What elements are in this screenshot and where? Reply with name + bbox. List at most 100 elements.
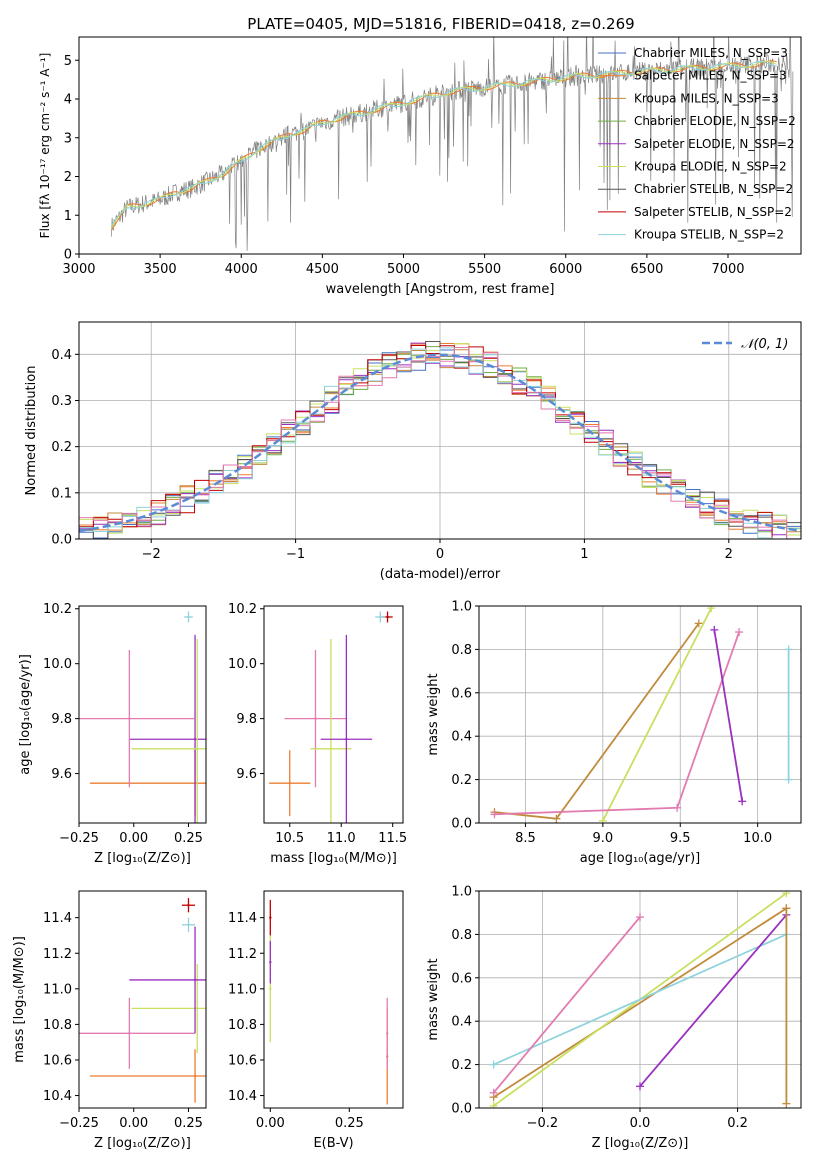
x-axis-label: Z [log₁₀(Z/Z⊙)] (94, 851, 191, 866)
y-tick-label: 2 (64, 170, 72, 185)
y-axis-label: mass weight (426, 958, 441, 1040)
x-tick-label: 1 (580, 547, 588, 562)
y-tick-label: 0.3 (51, 394, 72, 409)
data-point (314, 717, 317, 720)
legend-label: Kroupa ELODIE, N_SSP=2 (634, 160, 787, 174)
y-tick-label: 10.2 (43, 602, 72, 617)
y-tick-label: 11.4 (43, 911, 72, 926)
x-tick-label: 6000 (549, 262, 582, 277)
panel-age_vs_Z: −0.25 0.00 0.25 9.6 9.8 10.0 10.2 Z [log₁₀(Z/Z⊙… (18, 602, 207, 866)
x-tick-label: 10.0 (743, 831, 772, 846)
x-tick-label: 7000 (711, 262, 744, 277)
histograms (79, 341, 801, 539)
y-tick-label: 10.8 (43, 1018, 72, 1033)
y-tick-label: 10.8 (228, 1018, 257, 1033)
y-tick-label: 0.0 (451, 817, 472, 832)
y-tick-label: 0.6 (451, 686, 472, 701)
data-point (193, 1074, 197, 1078)
x-tick-label: −0.25 (59, 831, 99, 846)
panel-residuals: −2 −1 0 1 2 0.0 0.1 0.2 0.3 0.4 (data-model)/error… (24, 321, 802, 582)
x-tick-label: 10.5 (275, 831, 304, 846)
x-tick-label: −1 (286, 547, 305, 562)
spectrum-traces (110, 37, 794, 251)
x-axis-label: mass [log₁₀(M/M⊙)] (270, 851, 397, 866)
y-tick-label: 9.8 (51, 712, 72, 727)
x-axis-label: wavelength [Angstrom, rest frame] (326, 282, 555, 297)
legend-label: Kroupa MILES, N_SSP=3 (634, 91, 779, 105)
y-tick-label: 1.0 (451, 885, 472, 900)
y-tick-label: 0.2 (51, 440, 72, 455)
legend-label: 𝒩(0, 1) (741, 337, 788, 352)
y-tick-label: 10.6 (43, 1053, 72, 1068)
x-tick-label: 0.25 (174, 831, 203, 846)
plot-frame (78, 36, 802, 255)
data-point (288, 781, 291, 785)
y-tick-label: 0.8 (451, 643, 472, 658)
weight-lines (490, 606, 793, 823)
y-tick-label: 3 (64, 131, 72, 146)
y-tick-label: 0.4 (451, 1015, 472, 1030)
y-axis-label: Normed distribution (24, 366, 39, 496)
x-tick-label: 6500 (630, 262, 663, 277)
x-tick-label: 3500 (144, 262, 177, 277)
x-tick-label: 4000 (225, 262, 258, 277)
weight-line (713, 629, 744, 802)
legend-label: Salpeter ELODIE, N_SSP=2 (634, 137, 795, 151)
plot-frame (78, 890, 207, 1109)
x-axis-label: age [log₁₀(age/yr)] (580, 851, 701, 866)
errorbars (269, 611, 393, 823)
y-tick-label: 9.6 (51, 767, 72, 782)
y-tick-label: 0.8 (451, 928, 472, 943)
legend-label: Chabrier STELIB, N_SSP=2 (634, 182, 793, 196)
panel-mass_vs_ebv: 0.00 0.25 10.4 10.6 10.8 11.0 11.2 11.4 E(B-V) (228, 890, 404, 1151)
data-point (187, 615, 190, 619)
y-tick-label: 1 (64, 209, 72, 224)
data-point (128, 717, 131, 720)
data-point (269, 960, 272, 964)
y-axis-label: Flux [fλ 10⁻¹⁷ erg cm⁻² s⁻¹ A⁻¹] (38, 53, 52, 239)
weight-line (601, 607, 713, 822)
y-tick-label: 11.0 (43, 982, 72, 997)
legend-label: Chabrier ELODIE, N_SSP=2 (634, 114, 796, 128)
panel-age_vs_mass: 10.5 11.0 11.5 9.6 9.8 10.0 10.2 mass [log₁₀(M/… (228, 602, 407, 866)
y-tick-label: 0.2 (451, 1058, 472, 1073)
x-tick-label: 2 (725, 547, 733, 562)
weight-line (493, 907, 787, 1098)
plot-frame (263, 890, 404, 1109)
model-line (110, 60, 777, 226)
data-point (269, 916, 272, 919)
y-tick-label: 0.0 (451, 1102, 472, 1117)
plot-frame (78, 321, 802, 540)
y-tick-label: 0.1 (51, 486, 72, 501)
y-tick-label: 10.0 (228, 657, 257, 672)
y-tick-label: 0.0 (51, 533, 72, 548)
errorbars (269, 899, 389, 1105)
y-tick-label: 0.4 (451, 730, 472, 745)
y-tick-label: 5 (64, 54, 72, 69)
x-tick-label: 0.0 (630, 1116, 651, 1131)
y-axis-label: mass [log₁₀(M/M⊙)] (12, 936, 27, 1063)
x-tick-label: 0.25 (335, 1116, 364, 1131)
y-tick-label: 11.4 (228, 911, 257, 926)
y-tick-label: 0.6 (451, 971, 472, 986)
spectrum-legend: Chabrier MILES, N_SSP=3 Salpeter MILES, N… (598, 46, 796, 242)
figure-title: PLATE=0405, MJD=51816, FIBERID=0418, z=0… (247, 15, 634, 33)
legend-label: Salpeter MILES, N_SSP=3 (634, 69, 787, 83)
x-tick-label: 8.5 (515, 831, 536, 846)
y-axis-label: age [log₁₀(age/yr)] (18, 654, 33, 775)
data-point (329, 747, 333, 751)
x-tick-label: 5500 (468, 262, 501, 277)
x-tick-label: 0.00 (119, 831, 148, 846)
x-tick-label: 0.25 (174, 1116, 203, 1131)
y-tick-label: 0.2 (451, 773, 472, 788)
x-tick-label: 9.5 (670, 831, 691, 846)
y-tick-label: 11.2 (43, 947, 72, 962)
data-point (193, 738, 197, 741)
y-tick-label: 0.4 (51, 348, 72, 363)
y-tick-label: 10.0 (43, 657, 72, 672)
plot-frame (78, 605, 207, 824)
x-tick-label: 0 (436, 547, 444, 562)
data-point (187, 904, 190, 907)
x-tick-label: 9.0 (593, 831, 614, 846)
